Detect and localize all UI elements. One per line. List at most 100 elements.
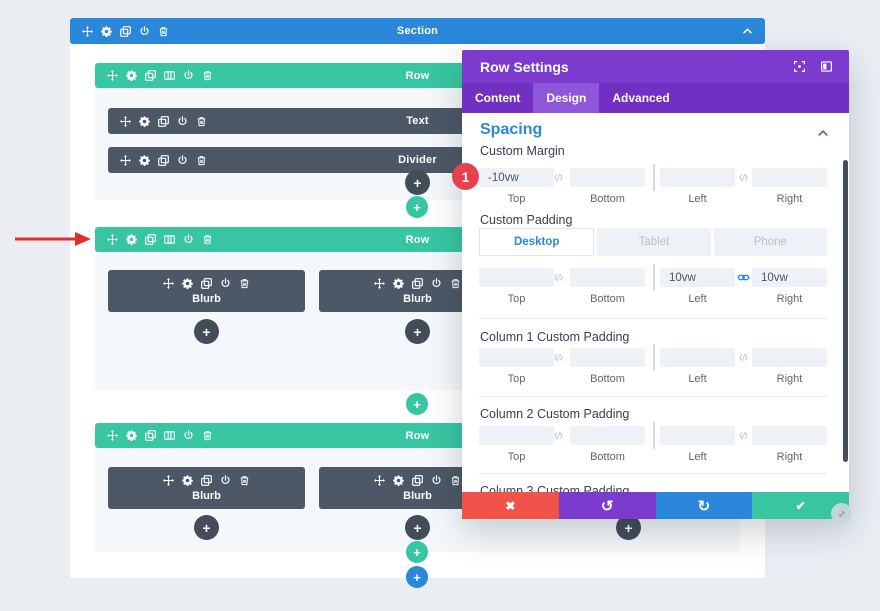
column1-top-input[interactable] (479, 348, 554, 367)
margin-bottom-input[interactable] (570, 168, 645, 187)
duplicate-icon[interactable] (145, 430, 156, 441)
settings-gear-icon[interactable] (182, 475, 193, 486)
duplicate-icon[interactable] (412, 278, 423, 289)
trash-icon[interactable] (450, 278, 461, 289)
disable-power-icon[interactable] (177, 155, 188, 166)
link-values-icon[interactable] (737, 351, 750, 364)
duplicate-icon[interactable] (158, 155, 169, 166)
margin-top-input[interactable] (479, 168, 554, 187)
move-icon[interactable] (374, 475, 385, 486)
linked-values-icon[interactable] (737, 271, 750, 284)
add-module-button[interactable]: + (405, 319, 430, 344)
column1-left-input[interactable] (660, 348, 735, 367)
column2-right-input[interactable] (752, 426, 827, 445)
blurb-module[interactable]: Blurb (108, 270, 305, 312)
duplicate-icon[interactable] (145, 70, 156, 81)
trash-icon[interactable] (196, 116, 207, 127)
add-row-button[interactable]: + (406, 393, 428, 415)
add-module-button[interactable]: + (194, 515, 219, 540)
column2-left-input[interactable] (660, 426, 735, 445)
device-tab-phone[interactable]: Phone (713, 228, 827, 256)
modal-scrollbar[interactable] (843, 160, 848, 462)
duplicate-icon[interactable] (201, 475, 212, 486)
padding-right-input[interactable] (752, 268, 827, 287)
trash-icon[interactable] (450, 475, 461, 486)
dock-panel-icon[interactable] (820, 60, 833, 73)
settings-gear-icon[interactable] (101, 26, 112, 37)
add-module-button[interactable]: + (616, 515, 641, 540)
disable-power-icon[interactable] (220, 278, 231, 289)
add-module-button[interactable]: + (405, 170, 430, 195)
link-values-icon[interactable] (552, 171, 565, 184)
duplicate-icon[interactable] (412, 475, 423, 486)
disable-power-icon[interactable] (431, 278, 442, 289)
trash-icon[interactable] (239, 278, 250, 289)
settings-gear-icon[interactable] (139, 155, 150, 166)
device-tab-tablet[interactable]: Tablet (597, 228, 711, 256)
link-values-icon[interactable] (552, 351, 565, 364)
section-bar[interactable]: Section (70, 18, 765, 44)
column1-right-input[interactable] (752, 348, 827, 367)
move-icon[interactable] (120, 116, 131, 127)
duplicate-icon[interactable] (158, 116, 169, 127)
column1-bottom-input[interactable] (570, 348, 645, 367)
settings-gear-icon[interactable] (126, 430, 137, 441)
disable-power-icon[interactable] (431, 475, 442, 486)
move-icon[interactable] (107, 70, 118, 81)
link-values-icon[interactable] (552, 271, 565, 284)
settings-gear-icon[interactable] (139, 116, 150, 127)
tab-advanced[interactable]: Advanced (612, 91, 670, 105)
move-icon[interactable] (163, 475, 174, 486)
collapse-chevron-up-icon[interactable] (817, 127, 829, 139)
trash-icon[interactable] (202, 70, 213, 81)
move-icon[interactable] (82, 26, 93, 37)
settings-gear-icon[interactable] (393, 475, 404, 486)
device-tab-desktop[interactable]: Desktop (479, 228, 595, 256)
trash-icon[interactable] (202, 234, 213, 245)
settings-gear-icon[interactable] (126, 70, 137, 81)
move-icon[interactable] (374, 278, 385, 289)
blurb-module[interactable]: Blurb (108, 467, 305, 509)
settings-gear-icon[interactable] (126, 234, 137, 245)
trash-icon[interactable] (158, 26, 169, 37)
disable-power-icon[interactable] (139, 26, 150, 37)
add-row-button[interactable]: + (406, 196, 428, 218)
move-icon[interactable] (120, 155, 131, 166)
discard-button[interactable]: ✖ (462, 492, 559, 519)
column-layout-icon[interactable] (164, 430, 175, 441)
link-values-icon[interactable] (552, 429, 565, 442)
add-row-button[interactable]: + (406, 541, 428, 563)
padding-left-input[interactable] (660, 268, 735, 287)
settings-gear-icon[interactable] (393, 278, 404, 289)
disable-power-icon[interactable] (183, 234, 194, 245)
disable-power-icon[interactable] (183, 70, 194, 81)
link-values-icon[interactable] (737, 429, 750, 442)
add-section-button[interactable]: + (406, 566, 428, 588)
move-icon[interactable] (107, 234, 118, 245)
padding-bottom-input[interactable] (570, 268, 645, 287)
padding-top-input[interactable] (479, 268, 554, 287)
column-layout-icon[interactable] (164, 70, 175, 81)
column2-top-input[interactable] (479, 426, 554, 445)
disable-power-icon[interactable] (183, 430, 194, 441)
settings-gear-icon[interactable] (182, 278, 193, 289)
trash-icon[interactable] (196, 155, 207, 166)
snap-position-icon[interactable] (793, 60, 806, 73)
disable-power-icon[interactable] (177, 116, 188, 127)
move-icon[interactable] (163, 278, 174, 289)
trash-icon[interactable] (202, 430, 213, 441)
collapse-chevron-up-icon[interactable] (742, 26, 753, 37)
margin-right-input[interactable] (752, 168, 827, 187)
link-values-icon[interactable] (737, 171, 750, 184)
tab-design[interactable]: Design (533, 83, 600, 113)
trash-icon[interactable] (239, 475, 250, 486)
disable-power-icon[interactable] (220, 475, 231, 486)
move-icon[interactable] (107, 430, 118, 441)
margin-left-input[interactable] (660, 168, 735, 187)
duplicate-icon[interactable] (145, 234, 156, 245)
add-module-button[interactable]: + (405, 515, 430, 540)
redo-button[interactable]: ↻ (655, 492, 753, 519)
column-layout-icon[interactable] (164, 234, 175, 245)
duplicate-icon[interactable] (201, 278, 212, 289)
column2-bottom-input[interactable] (570, 426, 645, 445)
